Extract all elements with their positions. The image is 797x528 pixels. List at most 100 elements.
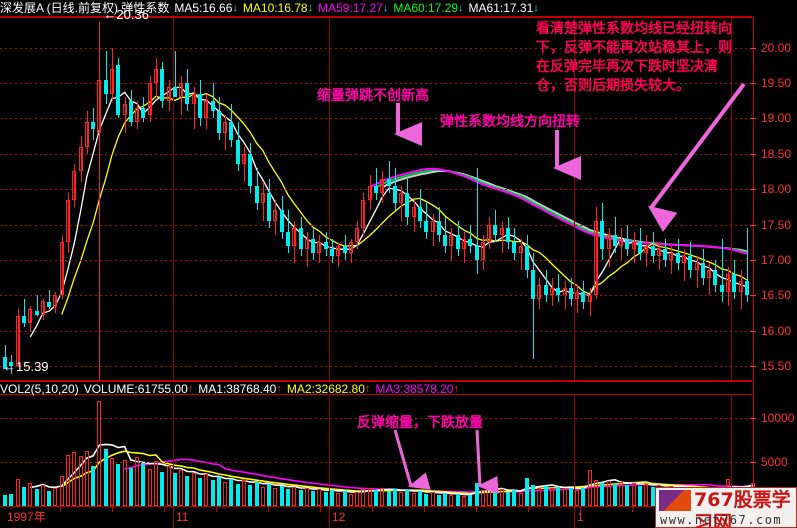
month-gridline-0 [173, 16, 174, 380]
volume-bar [22, 486, 26, 506]
high-marker-line [99, 22, 100, 380]
candle-body [361, 199, 366, 229]
volume-bar [267, 484, 272, 506]
candle-body [474, 245, 479, 260]
logo-mark-icon [659, 490, 691, 511]
volume-bar [210, 480, 215, 506]
time-axis-label-2: 12 [332, 510, 346, 524]
candle-wick [68, 192, 69, 253]
candle-body [3, 357, 8, 370]
candle-body [229, 122, 234, 140]
candle-wick [709, 263, 710, 296]
annotation-volume-note: 反弹缩量，下跌放量 [357, 415, 483, 431]
price-tick-4 [750, 189, 756, 191]
candle-wick [370, 175, 371, 211]
header-arrow-0: ↑ [187, 383, 194, 395]
volume-bar [424, 493, 429, 506]
header-title: 深发展A (日线.前复权) 弹性系数 [0, 1, 170, 15]
price-chart-pane [0, 16, 752, 380]
time-axis-label-0: 1997年 [7, 510, 46, 524]
candle-wick [722, 238, 723, 303]
candle-body [216, 111, 221, 133]
candle-body [172, 86, 177, 98]
candle-wick [213, 83, 214, 119]
volume-bar [348, 493, 353, 506]
pane-separator-vol [0, 394, 752, 395]
volume-bar [449, 495, 454, 506]
candle-body [248, 153, 253, 186]
candle-body [154, 69, 158, 84]
volume-bar [229, 478, 234, 506]
candle-body [40, 300, 45, 315]
volume-bar [279, 485, 284, 506]
candle-body [286, 231, 290, 246]
candle-body [512, 242, 517, 253]
candle-wick [206, 93, 207, 130]
candle-wick [194, 86, 195, 130]
volume-bar [179, 469, 184, 506]
volume-bar [40, 484, 45, 506]
candle-wick [477, 167, 478, 274]
volume-gridline-1 [0, 462, 752, 463]
volume-bar [286, 489, 290, 506]
candle-wick [319, 235, 320, 264]
candle-body [116, 65, 121, 115]
high-price-label: ←20.36 [103, 7, 149, 23]
candle-body [612, 235, 617, 246]
candle-wick [577, 284, 578, 313]
candle-body [84, 122, 89, 147]
volume-bar [336, 492, 341, 506]
candle-wick [351, 238, 352, 264]
candle-wick [565, 281, 566, 310]
ma59-line [369, 167, 748, 255]
volume-bar [386, 491, 391, 506]
volume-bar [254, 482, 259, 506]
volume-bar [128, 468, 133, 506]
volume-ma1-line [30, 443, 754, 496]
candle-body [631, 242, 636, 250]
candle-body [650, 245, 655, 257]
candle-wick [357, 220, 358, 250]
candle-body [594, 220, 598, 296]
candle-body [342, 245, 347, 253]
volume-bar [110, 458, 114, 506]
header-item-1: MA1:38768.40 [198, 382, 277, 396]
price-tick-label-6: 17.00 [761, 252, 792, 267]
volume-month-gridline-3 [731, 396, 732, 506]
price-tick-label-3: 18.50 [761, 146, 792, 161]
price-tick-label-0: 20.00 [761, 40, 792, 55]
volume-bar [587, 469, 592, 506]
candle-body [713, 270, 718, 285]
candle-body [543, 284, 548, 296]
candle-wick [376, 167, 377, 200]
candle-wick [81, 136, 82, 183]
candle-body [430, 220, 435, 232]
candle-body [518, 245, 523, 253]
candle-body [59, 242, 64, 296]
candle-body [185, 83, 190, 105]
volume-bar [443, 492, 448, 506]
volume-bar [166, 466, 171, 506]
header-arrow-3: ↑ [453, 383, 459, 395]
candle-body [694, 263, 699, 271]
volume-bar [97, 401, 102, 506]
volume-chart-pane [0, 396, 756, 506]
volume-bar [160, 471, 165, 506]
time-axis-divider-1 [173, 507, 174, 528]
volume-tick-1 [750, 462, 756, 463]
volume-bar [15, 478, 20, 506]
candle-body [279, 210, 284, 232]
volume-bar [455, 493, 460, 506]
volume-bar [198, 477, 202, 506]
price-tick-6 [750, 259, 756, 261]
candle-body [625, 238, 630, 250]
volume-bar [59, 476, 64, 506]
volume-bar [506, 491, 510, 506]
candle-body [455, 235, 460, 250]
header-arrow-1: ↓ [307, 2, 314, 14]
volume-bar [235, 484, 240, 506]
candle-wick [502, 220, 503, 253]
price-tick-3 [750, 153, 756, 155]
candle-wick [728, 266, 729, 306]
price-tick-label-1: 19.50 [761, 76, 792, 91]
